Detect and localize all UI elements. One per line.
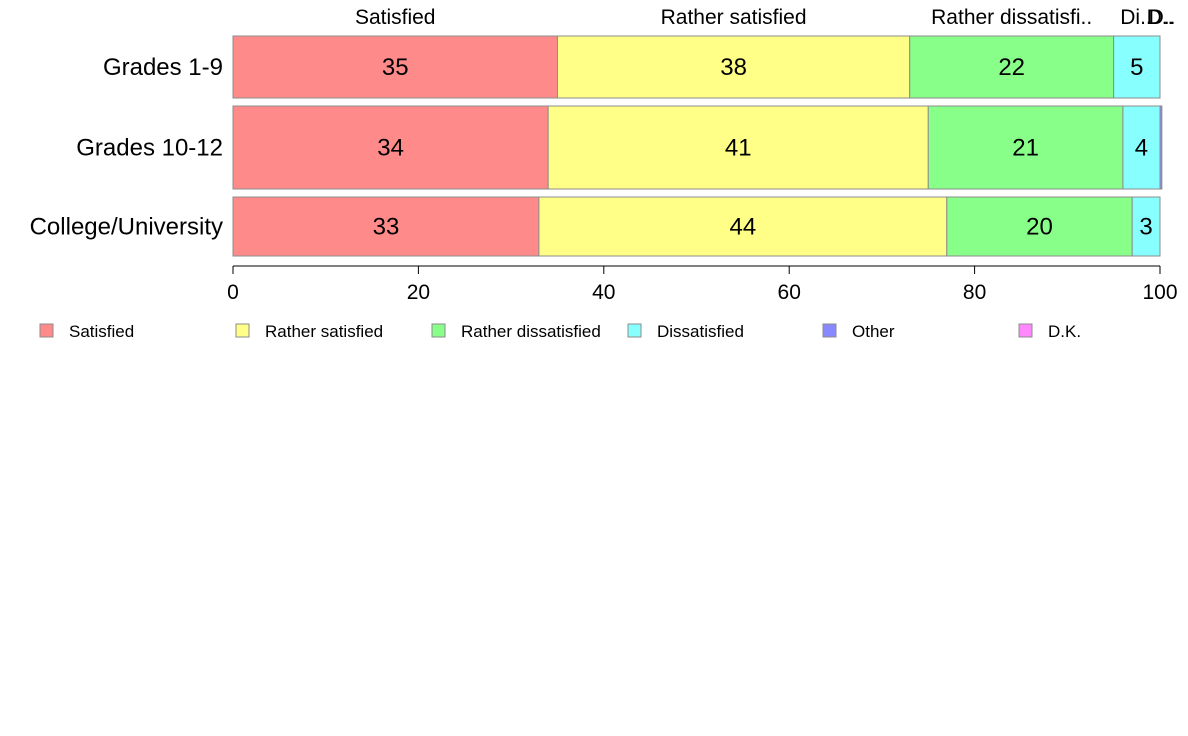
x-tick-label: 80 [963, 281, 986, 304]
data-label: 5 [1130, 54, 1143, 81]
top-series-label: Rather dissatisfi.. [931, 6, 1092, 29]
x-axis: 0 20 40 60 80 100 [227, 265, 1178, 304]
legend-label: Satisfied [69, 322, 134, 341]
legend: Satisfied Rather satisfied Rather dissatis… [39, 322, 1081, 341]
x-tick-label: 0 [227, 281, 239, 304]
bar-segment [1159, 105, 1163, 190]
data-label: 21 [1012, 135, 1039, 162]
bar-segment [927, 105, 1124, 190]
legend-label: Rather satisfied [265, 322, 383, 341]
legend-swatch [39, 323, 54, 338]
data-label: 41 [725, 135, 752, 162]
legend-label: D.K. [1048, 322, 1081, 341]
legend-swatch [431, 323, 446, 338]
top-series-label: Satisfied [355, 6, 436, 29]
data-label: 44 [729, 214, 756, 241]
x-tick-label: 40 [592, 281, 615, 304]
top-series-label: Rather satisfied [661, 6, 807, 29]
legend-swatch [822, 323, 837, 338]
data-label: 22 [998, 54, 1025, 81]
category-labels: Grades 1-9 Grades 10-12 College/University [30, 54, 223, 241]
data-label: 33 [373, 214, 400, 241]
category-label: Grades 1-9 [103, 54, 223, 81]
bar-segment [547, 105, 929, 190]
legend-swatch [627, 323, 642, 338]
bar-segment [1122, 105, 1161, 190]
bar-segment [232, 196, 540, 257]
data-label: 34 [377, 135, 404, 162]
legend-label: Dissatisfied [657, 322, 744, 341]
legend-swatch [1018, 323, 1033, 338]
bar-segment [909, 35, 1115, 99]
data-label: 3 [1139, 214, 1152, 241]
bar-segment [946, 196, 1133, 257]
category-label: Grades 10-12 [76, 135, 223, 162]
data-label: 35 [382, 54, 409, 81]
top-series-label: D.. [1149, 6, 1176, 29]
bar-segment [232, 35, 558, 99]
legend-label: Other [852, 322, 895, 341]
bars-group: 35 38 22 5 34 41 21 4 33 44 20 3 [232, 35, 1163, 257]
x-tick-label: 60 [778, 281, 801, 304]
legend-label: Rather dissatisfied [461, 322, 601, 341]
top-series-label: Di.. [1120, 6, 1152, 29]
bar-segment [232, 105, 549, 190]
x-tick-label: 100 [1142, 281, 1177, 304]
bar-segment [1113, 35, 1161, 99]
category-label: College/University [30, 214, 223, 241]
bar-segment [1131, 196, 1161, 257]
legend-swatch [235, 323, 250, 338]
top-series-label: D.. [1147, 6, 1174, 29]
x-tick-label: 20 [407, 281, 430, 304]
data-label: 20 [1026, 214, 1053, 241]
data-label: 38 [720, 54, 747, 81]
top-series-labels: Satisfied Rather satisfied Rather dissatis… [355, 6, 1175, 29]
data-label: 4 [1135, 135, 1148, 162]
bar-segment [538, 196, 948, 257]
